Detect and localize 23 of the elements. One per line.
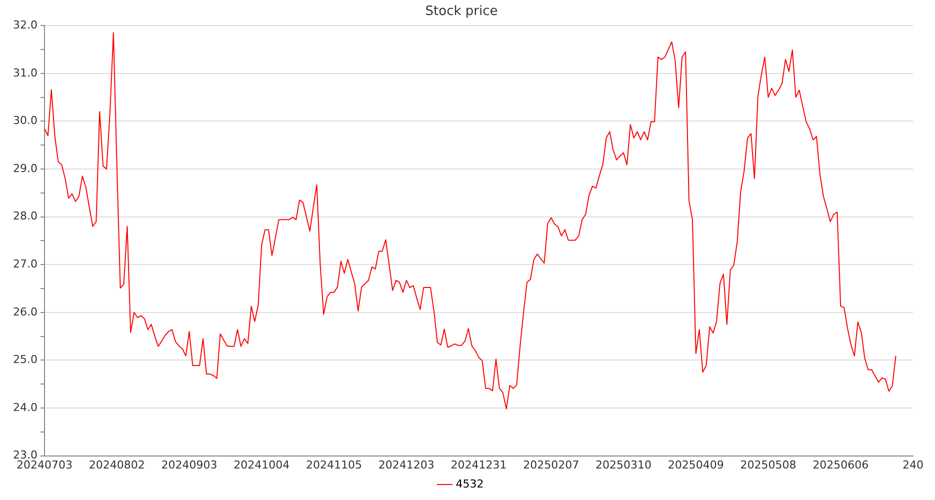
- x-tick-label: 20250508: [740, 458, 796, 472]
- x-tick-label: 20241203: [378, 458, 434, 472]
- y-tick-label: 30.0: [12, 114, 38, 128]
- y-tick-label: 27.0: [12, 257, 38, 270]
- x-tick-label: 20240903: [161, 458, 218, 472]
- y-tick-label: 28.0: [12, 210, 38, 223]
- y-tick-label: 32.0: [12, 18, 38, 32]
- legend-label: 4532: [456, 477, 484, 490]
- y-tick-label: 29.0: [12, 162, 38, 175]
- x-tick-label: 20250207: [523, 458, 580, 472]
- y-tick-label: 26.0: [12, 305, 38, 318]
- x-tick-label: 20241004: [234, 458, 290, 472]
- chart-title: Stock price: [425, 4, 498, 20]
- x-tick-label: 20250409: [668, 458, 724, 472]
- y-tick-label: 24.0: [12, 400, 38, 414]
- x-tick-label: 240: [902, 458, 924, 472]
- x-tick-label: 20241231: [450, 458, 507, 472]
- x-tick-label: 20250310: [595, 458, 652, 472]
- x-tick-label: 20250606: [812, 458, 869, 472]
- x-tick-label: 20241105: [306, 458, 362, 472]
- y-tick-label: 25.0: [12, 353, 38, 366]
- x-tick-label: 20240802: [88, 458, 145, 472]
- y-tick-label: 31.0: [12, 66, 38, 80]
